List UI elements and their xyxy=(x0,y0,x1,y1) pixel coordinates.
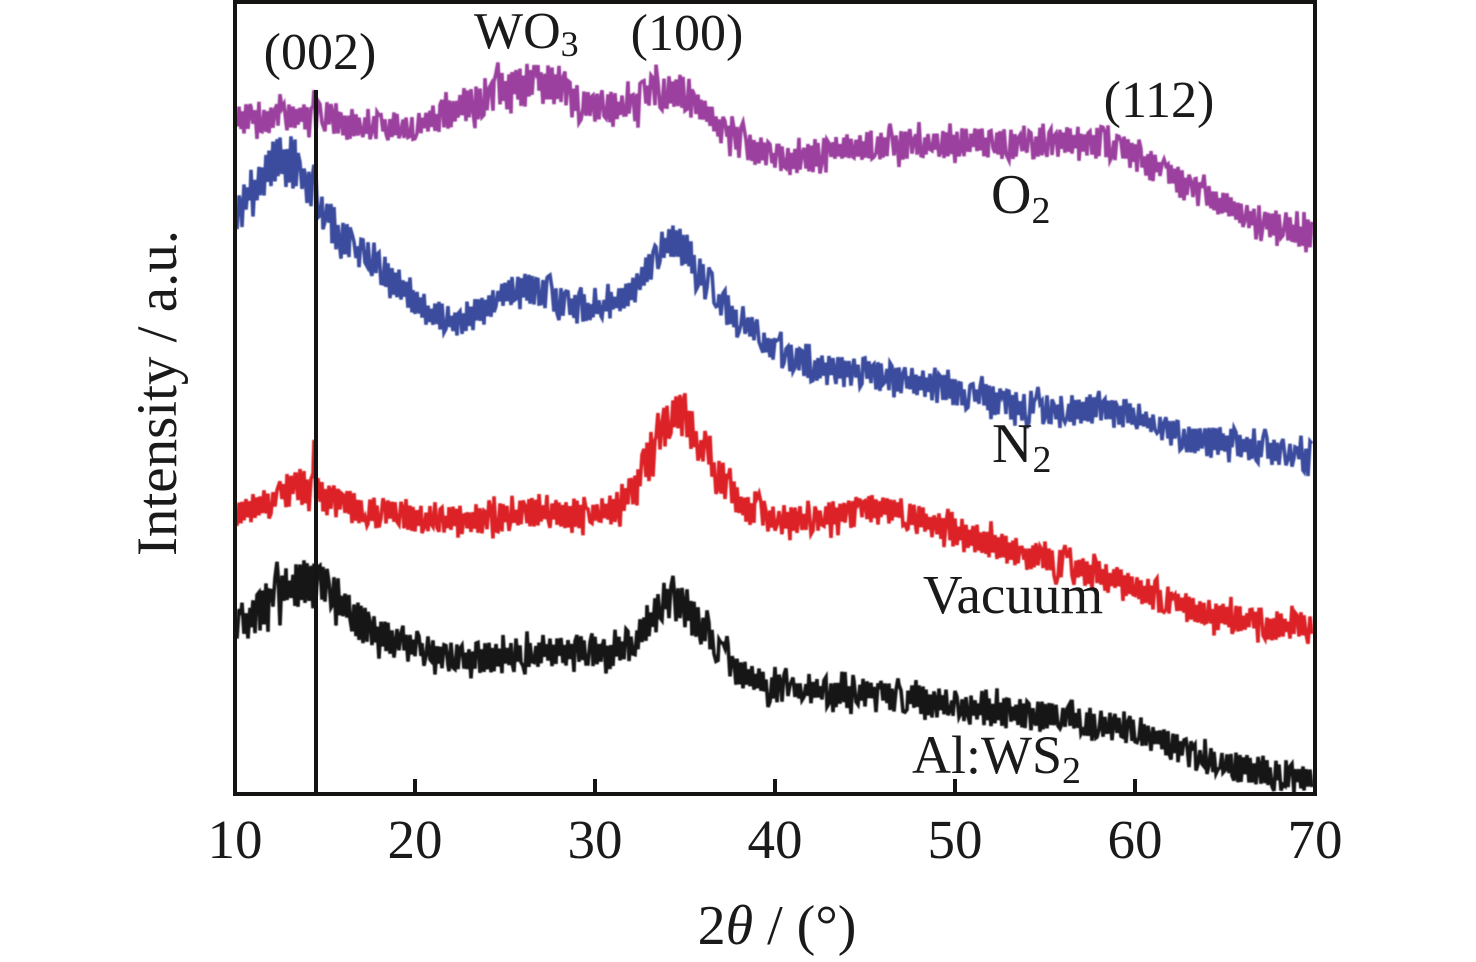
svg-text:(100): (100) xyxy=(631,5,744,62)
svg-text:20: 20 xyxy=(388,809,443,870)
svg-text:O2: O2 xyxy=(991,164,1050,232)
svg-text:Intensity / a.u.: Intensity / a.u. xyxy=(126,230,189,556)
svg-text:60: 60 xyxy=(1108,809,1163,870)
svg-text:10: 10 xyxy=(208,809,263,870)
svg-text:40: 40 xyxy=(748,809,803,870)
svg-text:Vacuum: Vacuum xyxy=(923,564,1103,625)
svg-text:Al:WS2: Al:WS2 xyxy=(912,725,1081,792)
svg-text:2θ / (°): 2θ / (°) xyxy=(698,895,857,957)
svg-text:(112): (112) xyxy=(1104,72,1215,129)
svg-text:30: 30 xyxy=(568,809,623,870)
svg-text:(002): (002) xyxy=(264,24,377,81)
svg-text:50: 50 xyxy=(928,809,983,870)
svg-text:70: 70 xyxy=(1288,809,1343,870)
